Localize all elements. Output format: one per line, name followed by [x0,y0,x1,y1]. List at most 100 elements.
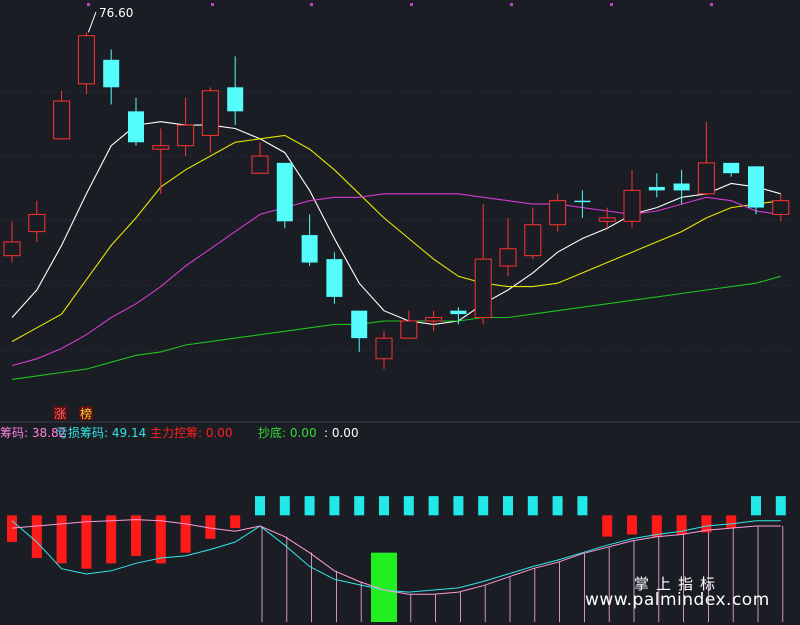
indicator-bar [503,496,513,516]
candle-body [227,87,244,112]
candle [152,128,170,194]
header-item-1: 筹码: 38.82 [0,426,66,440]
candle [748,166,764,215]
candle [549,193,567,232]
indicator-bar [255,496,265,516]
candle-body [499,248,517,267]
top-tick-mark [510,3,513,6]
top-tick-mark [410,3,413,6]
candle-body [623,189,641,222]
candle [574,190,591,218]
indicator-bar [31,515,42,558]
candle [326,252,343,304]
candle [772,193,790,222]
peak-price-label: 76.60 [99,6,133,20]
candle [425,310,443,332]
candle-body [723,162,740,174]
ma-line-2 [11,134,781,343]
candle-body [549,200,567,226]
indicator-bar [329,496,340,516]
indicator-panel [7,496,786,622]
candle-body [201,90,219,136]
moving-average-lines [11,121,781,380]
indicator-bar [180,515,191,553]
indicator-bar [7,515,17,542]
candle-body [177,124,195,147]
candle [251,142,269,174]
candle [598,207,616,229]
ma-line-4 [11,275,781,380]
indicator-bar [676,515,687,535]
tag-text: 涨 [54,406,66,421]
indicator-bar [453,496,464,516]
candle [227,56,244,126]
candle-body [351,310,368,339]
indicator-bar [627,515,637,535]
candle-body [301,235,318,263]
candle [375,331,393,370]
candle-body [152,145,170,150]
candle-body [648,186,665,191]
top-tick-marks [87,3,713,6]
indicator-bar [106,515,117,564]
watermark-cn: 掌上指标 [634,575,723,593]
indicator-bar [651,515,662,537]
candle [103,49,120,105]
indicator-bar [602,515,613,537]
cyan-line [11,520,781,593]
candle [201,87,219,153]
candle [648,173,665,198]
candle [450,307,467,325]
top-tick-mark [310,3,313,6]
candle-body [772,200,790,215]
peak-annotation: 76.60 [87,6,133,33]
candle [3,221,21,263]
tag-text: 榜 [80,406,92,421]
indicator-bar [131,515,141,556]
candle [351,310,368,352]
limit-up-tags: 涨榜 [53,406,93,421]
candle [28,200,46,242]
candle [697,121,715,195]
ma-line-1 [11,121,781,325]
candle [77,32,95,95]
candle [400,310,418,339]
top-tick-mark [87,3,90,6]
candle-body [524,224,542,257]
indicator-bar [81,515,92,569]
candle [177,97,195,157]
candle-body [425,317,443,322]
candle [623,169,641,229]
header-item-2: 亏损筹码: 49.14 [56,426,146,440]
candle-body [574,200,591,203]
candlesticks [3,32,790,370]
candle-body [400,320,418,339]
top-tick-mark [710,3,713,6]
candle [499,217,517,277]
candle-body [748,166,764,208]
indicator-bar [354,496,365,516]
indicator-bar [279,496,290,516]
top-tick-mark [211,3,214,6]
tag-bg [79,406,93,420]
indicator-bar [527,496,538,516]
watermark-url: www.palmindex.com [585,590,770,610]
pink-line [11,519,781,595]
candle-body [103,59,120,88]
candle [128,97,144,146]
price-grid [0,91,800,351]
candle [276,162,293,229]
indicator-bar [751,496,761,516]
candle-body [276,162,293,222]
indicator-bar [726,515,737,529]
indicator-bar [403,496,414,516]
indicator-bar [304,496,315,516]
candle-body [3,241,21,257]
candle [723,162,740,177]
candle-body [375,337,393,360]
indicator-bar [155,515,166,564]
indicator-bar [379,496,389,516]
candle [524,207,542,260]
